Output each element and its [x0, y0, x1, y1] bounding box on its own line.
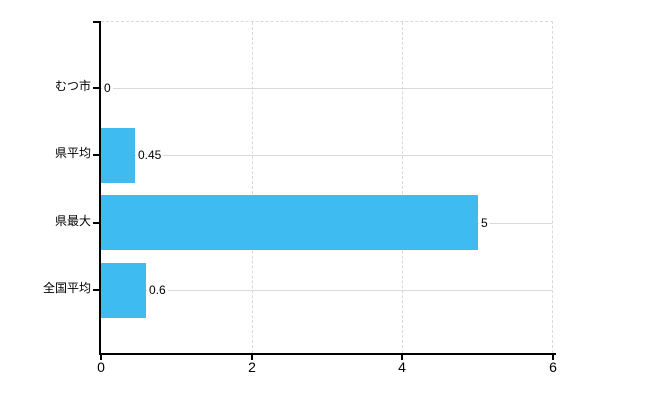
bar-value-label: 0.6 — [147, 283, 168, 297]
bar — [101, 263, 146, 318]
y-axis-line — [99, 21, 101, 355]
x-axis-line — [99, 353, 556, 355]
y-axis-tick — [93, 154, 99, 156]
horizontal-gridline — [101, 88, 552, 89]
bar — [101, 195, 478, 250]
x-axis-tick-label: 2 — [248, 359, 256, 375]
category-label: むつ市 — [54, 79, 91, 93]
x-axis-tick — [251, 355, 253, 360]
category-label: 県最大 — [54, 214, 91, 228]
category-label: 県平均 — [54, 146, 91, 160]
bar-value-label: 5 — [479, 216, 490, 230]
plot-area: 0 0.45 5 0.6 — [101, 21, 553, 353]
x-axis-tick-label: 6 — [549, 359, 557, 375]
y-axis-tick — [93, 87, 99, 89]
bar-value-label: 0 — [102, 81, 113, 95]
x-axis-tick-label: 0 — [97, 359, 105, 375]
x-axis-tick — [401, 355, 403, 360]
vertical-gridline — [252, 22, 253, 353]
bar — [101, 128, 135, 183]
horizontal-gridline — [101, 290, 552, 291]
y-axis-tick — [93, 21, 99, 23]
x-axis-tick — [552, 355, 554, 360]
y-axis-tick — [93, 222, 99, 224]
category-label: 全国平均 — [42, 281, 91, 295]
x-axis-tick-label: 4 — [398, 359, 406, 375]
horizontal-gridline — [101, 155, 552, 156]
bar-value-label: 0.45 — [136, 148, 164, 162]
vertical-gridline — [402, 22, 403, 353]
y-axis-tick — [93, 289, 99, 291]
x-axis-tick — [100, 355, 102, 360]
